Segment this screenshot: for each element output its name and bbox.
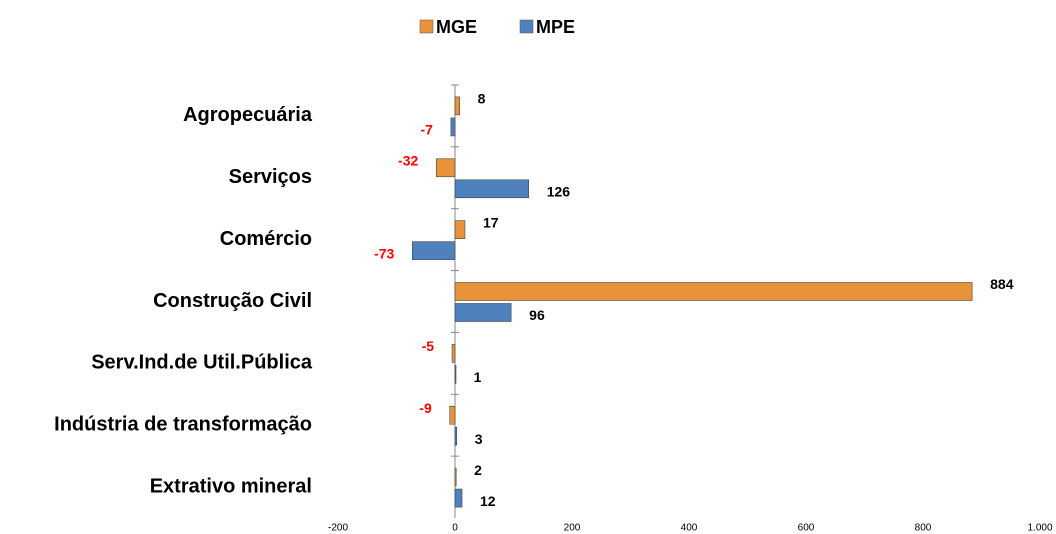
bar bbox=[454, 365, 457, 384]
x-tick-label: -200 bbox=[328, 523, 348, 534]
bar bbox=[411, 241, 456, 260]
legend-swatch bbox=[519, 19, 534, 34]
value-label: -5 bbox=[422, 338, 435, 354]
y-tick-label: Construção Civil bbox=[153, 290, 312, 312]
value-label: 96 bbox=[529, 307, 545, 323]
bar bbox=[454, 426, 458, 446]
bar bbox=[454, 220, 466, 239]
y-tick-label: Serviços bbox=[229, 166, 312, 188]
legend-label: MPE bbox=[536, 17, 575, 37]
value-label: 1 bbox=[474, 369, 482, 385]
bar bbox=[454, 96, 460, 116]
y-tick-label: Indústria de transformação bbox=[54, 413, 312, 435]
value-label: 2 bbox=[474, 462, 482, 478]
y-tick-label: Agropecuária bbox=[183, 104, 313, 126]
legend-label: MGE bbox=[436, 17, 477, 37]
legend-swatch bbox=[419, 19, 434, 34]
bar bbox=[454, 282, 973, 301]
value-label: 884 bbox=[990, 276, 1014, 292]
bar bbox=[435, 158, 456, 178]
value-label: 3 bbox=[475, 431, 483, 447]
value-label: -32 bbox=[398, 152, 418, 168]
y-tick-label: Serv.Ind.de Util.Pública bbox=[91, 352, 313, 374]
value-label: 12 bbox=[480, 493, 496, 509]
bar bbox=[449, 405, 456, 425]
x-tick-label: 200 bbox=[564, 523, 581, 534]
y-tick-label: Comércio bbox=[220, 228, 312, 250]
value-label: -9 bbox=[419, 400, 432, 416]
x-tick-label: 600 bbox=[798, 523, 815, 534]
x-tick-label: 1.000 bbox=[1027, 523, 1052, 534]
value-label: -73 bbox=[374, 245, 394, 261]
bar bbox=[454, 179, 530, 199]
x-tick-label: 0 bbox=[452, 523, 458, 534]
y-tick-label: Extrativo mineral bbox=[150, 475, 312, 497]
bar bbox=[454, 488, 463, 508]
bar bbox=[450, 117, 456, 137]
x-tick-label: 800 bbox=[915, 523, 932, 534]
bar bbox=[454, 467, 457, 487]
x-tick-label: 400 bbox=[681, 523, 698, 534]
value-label: 17 bbox=[483, 214, 499, 230]
value-label: 8 bbox=[478, 91, 486, 107]
bar bbox=[454, 303, 512, 322]
value-label: 126 bbox=[547, 183, 571, 199]
bar bbox=[451, 344, 456, 363]
value-label: -7 bbox=[420, 122, 433, 138]
